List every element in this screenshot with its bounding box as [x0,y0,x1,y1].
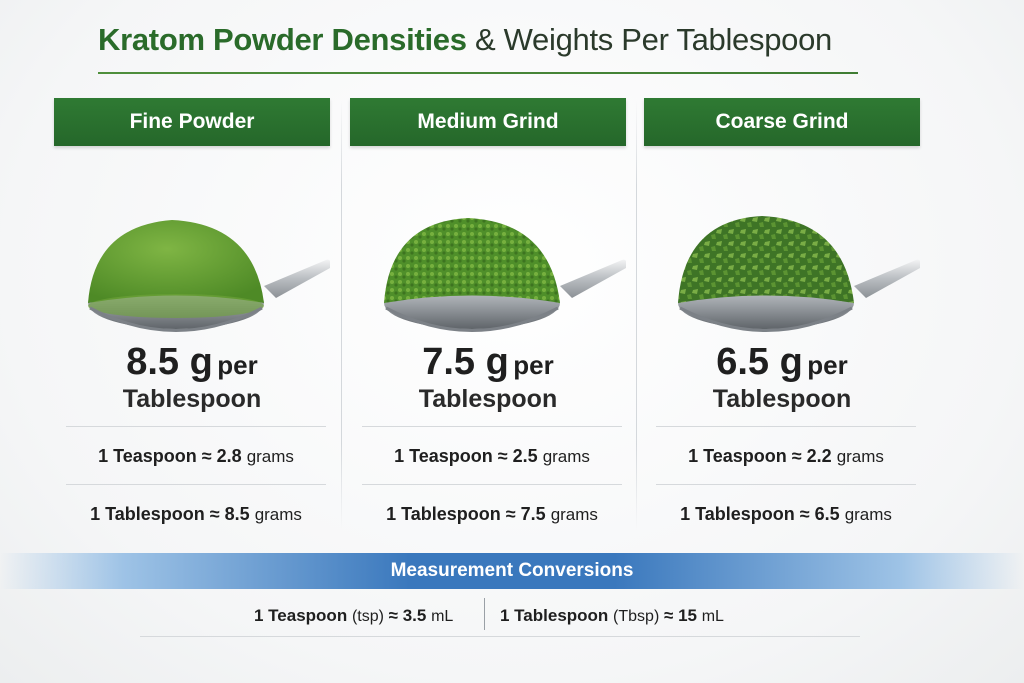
weight-value: 7.5 g [422,341,509,383]
tablespoon-row: 1 Tablespoon ≈ 7.5 grams [362,484,622,542]
column-divider [636,100,637,530]
page-title-bold: Kratom Powder Densities [98,22,467,57]
conversions-underline [140,636,860,637]
column-divider [341,100,342,530]
weight-unit: Tablespoon [712,384,852,413]
teaspoon-row: 1 Teaspoon ≈ 2.2 grams [656,426,916,484]
teaspoon-unit: grams [246,447,294,466]
teaspoon-row: 1 Teaspoon ≈ 2.8 grams [66,426,326,484]
conversions-heading: Measurement Conversions [390,560,634,581]
tablespoon-conversion-label: 1 Tablespoon [500,606,609,625]
weight-per: per [217,350,258,380]
teaspoon-value: 1 Teaspoon ≈ 2.2 [688,446,832,466]
tablespoon-value: 1 Tablespoon ≈ 6.5 [680,504,840,524]
header-medium-grind: Medium Grind [350,98,626,146]
column-fine-powder: Fine Powder 8.5 g per Tablespoon [54,98,330,530]
teaspoon-abbrev: (tsp) [351,608,384,625]
weight-per: per [513,350,554,380]
tablespoon-conversion-unit: mL [701,608,724,625]
header-fine-powder: Fine Powder [54,98,330,146]
spoon-medium-grind-icon [350,168,626,338]
tablespoon-value: 1 Tablespoon ≈ 8.5 [90,504,250,524]
spoon-coarse-grind-icon [644,168,920,338]
tablespoon-abbrev: (Tbsp) [613,608,660,625]
column-medium-grind: Medium Grind 7.5 g per [350,98,626,530]
page-title-rest: & Weights Per Tablespoon [466,22,832,57]
tablespoon-conversion: 1 Tablespoon (Tbsp) ≈ 15 mL [500,598,724,634]
teaspoon-conversion-unit: mL [431,608,454,625]
teaspoon-conversion-label: 1 Teaspoon [254,606,348,625]
tablespoon-unit: grams [844,505,892,524]
teaspoon-value: 1 Teaspoon ≈ 2.5 [394,446,538,466]
page-title: Kratom Powder Densities & Weights Per Ta… [98,22,858,58]
teaspoon-unit: grams [542,447,590,466]
teaspoon-row: 1 Teaspoon ≈ 2.5 grams [362,426,622,484]
weight-per: per [807,350,848,380]
weight-value: 6.5 g [716,341,803,383]
column-coarse-grind: Coarse Grind 6.5 g per [644,98,920,530]
tablespoon-conversion-value: ≈ 15 [664,606,697,625]
conversion-separator [484,598,485,630]
tablespoon-unit: grams [550,505,598,524]
title-underline [98,72,858,74]
teaspoon-conversion: 1 Teaspoon (tsp) ≈ 3.5 mL [254,598,453,634]
tablespoon-row: 1 Tablespoon ≈ 8.5 grams [66,484,326,542]
weight-fine-powder: 8.5 g per Tablespoon [54,341,330,413]
teaspoon-conversion-value: ≈ 3.5 [388,606,427,625]
teaspoon-value: 1 Teaspoon ≈ 2.8 [98,446,242,466]
weight-coarse-grind: 6.5 g per Tablespoon [644,341,920,413]
tablespoon-row: 1 Tablespoon ≈ 6.5 grams [656,484,916,542]
tablespoon-value: 1 Tablespoon ≈ 7.5 [386,504,546,524]
weight-value: 8.5 g [126,341,213,383]
weight-unit: Tablespoon [122,384,262,413]
tablespoon-unit: grams [254,505,302,524]
weight-medium-grind: 7.5 g per Tablespoon [350,341,626,413]
weight-unit: Tablespoon [418,384,558,413]
conversions-band [0,553,1024,589]
teaspoon-unit: grams [836,447,884,466]
header-coarse-grind: Coarse Grind [644,98,920,146]
spoon-fine-powder-icon [54,168,330,338]
